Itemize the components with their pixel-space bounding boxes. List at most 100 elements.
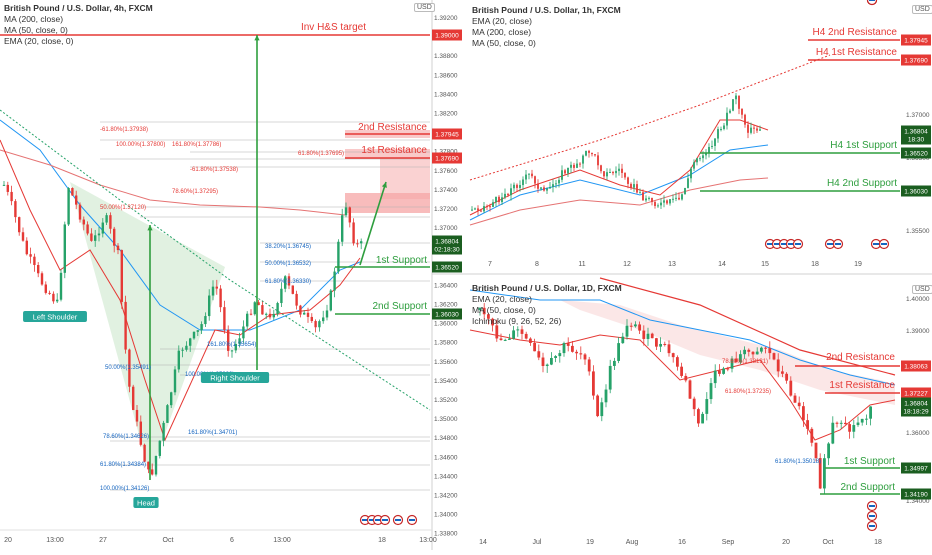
h1-candle-body bbox=[687, 178, 689, 188]
h1-level-label-h4-2nd-support: H4 2nd Support bbox=[827, 178, 897, 189]
main-indicator-1[interactable]: MA (200, close) bbox=[4, 14, 64, 24]
d1-candle-body bbox=[571, 345, 574, 352]
main-price-tick: 1.35200 bbox=[434, 397, 458, 404]
h1-candle-body bbox=[723, 125, 725, 129]
main-price-tag: 1.39000 bbox=[435, 33, 459, 40]
h1-time-label: 19 bbox=[854, 261, 862, 268]
main-legend: British Pound / U.S. Dollar, 4h, FXCM MA… bbox=[4, 3, 153, 47]
d1-indicator-3[interactable]: Ichimoku (9, 26, 52, 26) bbox=[472, 316, 562, 326]
main-candle-body bbox=[310, 316, 313, 322]
h1-candle-body bbox=[477, 208, 479, 211]
main-indicator-3[interactable]: EMA (20, close, 0) bbox=[4, 36, 74, 46]
h1-event-flag-icon-stripe bbox=[781, 243, 787, 245]
d1-candle-body bbox=[722, 368, 725, 374]
main-event-flag-icon-stripe bbox=[409, 519, 415, 521]
main-candle-body bbox=[113, 228, 116, 246]
d1-candle-body bbox=[755, 351, 759, 355]
d1-candle-body bbox=[739, 354, 742, 363]
h1-indicator-3[interactable]: MA (50, close, 0) bbox=[472, 38, 536, 48]
main-candle-body bbox=[211, 286, 215, 296]
d1-level-label-1st-resistance: 1st Resistance bbox=[829, 380, 895, 391]
main-indicator-2[interactable]: MA (50, close, 0) bbox=[4, 25, 68, 35]
h1-candle-body bbox=[732, 99, 734, 111]
main-fib-label: 61.80%(1.34384) bbox=[100, 462, 146, 468]
main-currency-badge[interactable]: USD bbox=[414, 3, 435, 12]
d1-indicator-1[interactable]: EMA (20, close) bbox=[472, 294, 532, 304]
h1-candle-body bbox=[654, 201, 656, 207]
d1-candle-body bbox=[566, 343, 570, 346]
main-fib-label: -61.80%(1.37538) bbox=[190, 167, 238, 173]
main-candle-body bbox=[280, 288, 283, 304]
d1-candle-body bbox=[592, 371, 595, 396]
h1-candle-body bbox=[657, 205, 659, 207]
d1-candle-body bbox=[512, 330, 515, 339]
main-candle-body bbox=[238, 338, 241, 344]
h1-candle-body bbox=[573, 164, 575, 168]
main-candle-body bbox=[204, 316, 207, 325]
d1-candle-body bbox=[499, 338, 503, 341]
d1-candle-body bbox=[575, 351, 578, 354]
h1-candle-body bbox=[690, 168, 692, 179]
main-candle-body bbox=[132, 386, 135, 410]
main-fib-label: 78.60%(1.34626) bbox=[103, 434, 149, 440]
h1-candle-body bbox=[546, 188, 548, 191]
d1-candle-body bbox=[638, 324, 641, 331]
d1-time-label: 14 bbox=[479, 539, 487, 546]
d1-downtrend-line bbox=[599, 277, 896, 376]
d1-candle-body bbox=[550, 357, 553, 365]
d1-candle-body bbox=[625, 325, 629, 337]
d1-event-flag-icon bbox=[866, 0, 878, 6]
d1-candle-body bbox=[541, 357, 545, 367]
main-fib-label: -61.80%(1.37938) bbox=[100, 127, 148, 133]
h1-currency-badge[interactable]: USD bbox=[912, 5, 932, 14]
d1-price-tag-bg bbox=[901, 488, 931, 500]
main-price-tick: 1.37400 bbox=[434, 187, 458, 194]
h1-price-tag-bg bbox=[901, 125, 931, 137]
main-title: British Pound / U.S. Dollar, 4h, FXCM bbox=[4, 3, 153, 13]
main-candle-body bbox=[219, 288, 222, 308]
d1-candle-body bbox=[806, 420, 809, 429]
d1-price-tick: 1.36000 bbox=[906, 430, 930, 437]
main-price-tag-bg bbox=[432, 308, 462, 320]
d1-ema-line bbox=[469, 329, 896, 441]
h1-indicator-2[interactable]: MA (200, close) bbox=[472, 27, 532, 37]
main-price-tick: 1.35600 bbox=[434, 359, 458, 366]
d1-time-label: Sep bbox=[722, 539, 735, 546]
d1-event-flag-stripe bbox=[869, 505, 875, 507]
main-candle-body bbox=[287, 276, 291, 286]
main-fib-label: 161.80%(1.37786) bbox=[172, 142, 221, 148]
main-time-label: 13:00 bbox=[273, 537, 291, 544]
h1-candle-body bbox=[609, 172, 611, 174]
main-candle-body bbox=[234, 343, 237, 351]
h1-price-tag-bg bbox=[901, 54, 931, 66]
main-candle-body bbox=[208, 295, 211, 317]
h1-candle-body bbox=[555, 183, 557, 185]
main-candle-body bbox=[124, 301, 127, 350]
main-price-tag: 1.36520 bbox=[435, 265, 459, 272]
d1-candle-body bbox=[835, 422, 839, 424]
main-fib-label: 50.00%(1.35491) bbox=[105, 365, 151, 371]
main-candle-body bbox=[135, 409, 139, 422]
main-candle-body bbox=[143, 444, 146, 462]
main-right-shoulder-label: Right Shoulder bbox=[210, 374, 260, 383]
d1-currency-badge[interactable]: USD bbox=[912, 285, 932, 294]
main-candle-body bbox=[196, 330, 199, 332]
h1-candle-body bbox=[678, 197, 680, 200]
h1-price-tag: 1.36520 bbox=[904, 151, 928, 158]
main-candle-body bbox=[352, 222, 355, 244]
main-candle-body bbox=[71, 188, 74, 196]
h1-event-flag-icon-stripe bbox=[788, 243, 794, 245]
h1-candle-body bbox=[708, 146, 710, 154]
d1-indicator-2[interactable]: MA (50, close, 0) bbox=[472, 305, 536, 315]
d1-price-tick: 1.34000 bbox=[906, 498, 930, 505]
h1-candle-body bbox=[741, 108, 743, 115]
h1-candle-body bbox=[561, 170, 563, 180]
h1-indicator-1[interactable]: EMA (20, close) bbox=[472, 16, 532, 26]
d1-fib-label: 61.80%(1.35018) bbox=[775, 459, 821, 465]
main-candle-body bbox=[94, 235, 97, 241]
d1-candle-body bbox=[827, 443, 830, 459]
h1-candle-body bbox=[591, 152, 593, 155]
h1-candle-body bbox=[594, 154, 596, 156]
d1-level-label-1st-support: 1st Support bbox=[844, 456, 895, 467]
